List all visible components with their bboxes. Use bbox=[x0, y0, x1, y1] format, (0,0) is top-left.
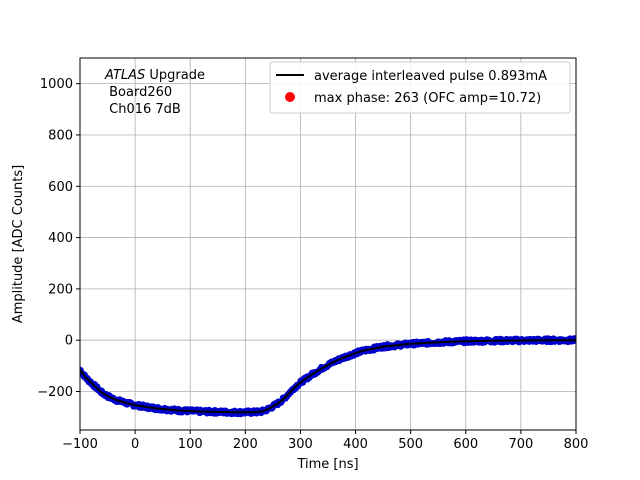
average-pulse-line bbox=[80, 339, 576, 414]
y-tick-label: 0 bbox=[65, 334, 73, 349]
x-tick-label: 200 bbox=[233, 437, 258, 452]
y-tick-label: 400 bbox=[48, 231, 73, 246]
x-tick-label: 500 bbox=[398, 437, 423, 452]
x-tick-label: −100 bbox=[62, 437, 98, 452]
x-tick-label: 100 bbox=[178, 437, 203, 452]
x-tick-label: 0 bbox=[131, 437, 139, 452]
annotation-line-1: ATLAS Upgrade bbox=[104, 68, 205, 83]
x-tick-label: 600 bbox=[453, 437, 478, 452]
x-tick-label: 300 bbox=[288, 437, 313, 452]
annotation-channel: Ch016 7dB bbox=[105, 102, 181, 117]
legend: average interleaved pulse 0.893mA max ph… bbox=[269, 61, 571, 114]
series-group bbox=[80, 335, 576, 418]
y-axis-label: Amplitude [ADC Counts] bbox=[11, 165, 26, 323]
x-tick-label: 800 bbox=[564, 437, 589, 452]
y-tick-label: 800 bbox=[48, 128, 73, 143]
x-tick-label: 700 bbox=[508, 437, 533, 452]
y-tick-label: 200 bbox=[48, 282, 73, 297]
axes-ticks: −100 0 100 200 300 400 500 600 700 800 −200 0 200 400… bbox=[37, 77, 588, 452]
plot-area-frame bbox=[79, 57, 577, 431]
y-tick-label: 1000 bbox=[40, 77, 73, 92]
annotation-board: Board260 bbox=[105, 85, 172, 100]
annotation-atlas: ATLAS bbox=[104, 68, 145, 83]
atlas-annotation: ATLAS Upgrade Board260 Ch016 7dB bbox=[104, 68, 205, 117]
legend-box bbox=[269, 61, 571, 114]
plot-data bbox=[80, 335, 576, 418]
annotation-upgrade: Upgrade bbox=[145, 68, 205, 83]
y-tick-label: −200 bbox=[37, 385, 73, 400]
legend-entry-pulse: average interleaved pulse 0.893mA bbox=[314, 69, 547, 84]
legend-marker-swatch bbox=[285, 92, 295, 102]
x-tick-label: 400 bbox=[343, 437, 368, 452]
legend-entry-max-phase: max phase: 263 (OFC amp=10.72) bbox=[314, 91, 541, 106]
y-tick-label: 600 bbox=[48, 180, 73, 195]
x-axis-label: Time [ns] bbox=[296, 457, 358, 472]
